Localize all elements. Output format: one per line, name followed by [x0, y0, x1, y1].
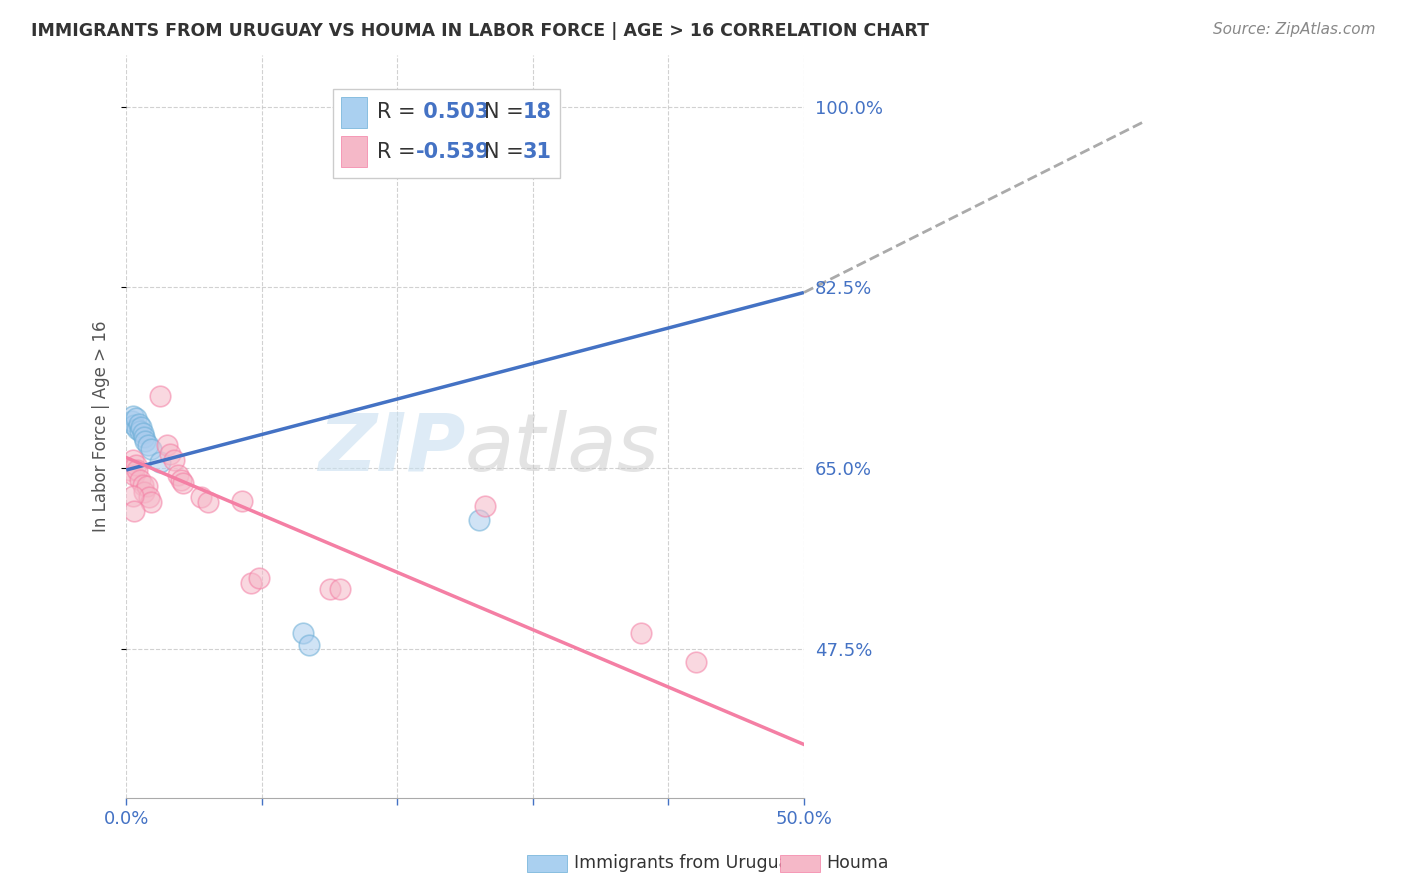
FancyBboxPatch shape	[342, 96, 367, 128]
Text: Source: ZipAtlas.com: Source: ZipAtlas.com	[1212, 22, 1375, 37]
Point	[129, 419, 152, 434]
Point	[136, 438, 159, 452]
Point	[125, 458, 148, 472]
Point	[125, 411, 148, 425]
Text: Immigrants from Uruguay: Immigrants from Uruguay	[574, 855, 799, 872]
Point	[240, 576, 263, 591]
Point	[127, 422, 149, 436]
Point	[134, 434, 156, 448]
Point	[124, 417, 146, 432]
Point	[291, 626, 314, 640]
Point	[318, 582, 340, 596]
Point	[474, 499, 496, 513]
Point	[124, 504, 146, 518]
Point	[139, 495, 162, 509]
Point	[172, 476, 194, 491]
Text: atlas: atlas	[465, 410, 659, 488]
Point	[166, 468, 188, 483]
Point	[163, 452, 186, 467]
Point	[685, 655, 707, 669]
Point	[120, 463, 142, 477]
Point	[122, 409, 145, 424]
Text: 18: 18	[523, 103, 551, 122]
Point	[122, 452, 145, 467]
Point	[231, 494, 253, 508]
Point	[149, 389, 172, 403]
Point	[122, 489, 145, 503]
Text: 0.503: 0.503	[416, 103, 489, 122]
Point	[135, 479, 157, 493]
Point	[139, 442, 162, 457]
Point	[247, 571, 270, 585]
Text: Houma: Houma	[827, 855, 889, 872]
Point	[190, 490, 212, 504]
FancyBboxPatch shape	[342, 136, 367, 168]
Point	[131, 425, 153, 440]
Point	[131, 478, 153, 492]
Point	[169, 473, 191, 487]
Point	[329, 582, 352, 596]
Point	[467, 512, 489, 526]
FancyBboxPatch shape	[333, 88, 560, 178]
Point	[159, 448, 181, 462]
Point	[128, 424, 150, 438]
Point	[197, 495, 219, 509]
Point	[127, 463, 149, 477]
Text: N =: N =	[484, 103, 530, 122]
Point	[132, 484, 155, 499]
Point	[128, 417, 150, 431]
Point	[128, 473, 150, 487]
Point	[630, 626, 652, 640]
Text: -0.539: -0.539	[416, 142, 491, 161]
Text: R =: R =	[377, 103, 422, 122]
Point	[156, 438, 179, 452]
Text: N =: N =	[484, 142, 530, 161]
Point	[138, 490, 160, 504]
Text: IMMIGRANTS FROM URUGUAY VS HOUMA IN LABOR FORCE | AGE > 16 CORRELATION CHART: IMMIGRANTS FROM URUGUAY VS HOUMA IN LABO…	[31, 22, 929, 40]
Text: R =: R =	[377, 142, 422, 161]
Point	[132, 430, 155, 444]
Point	[149, 455, 172, 469]
Y-axis label: In Labor Force | Age > 16: In Labor Force | Age > 16	[93, 321, 110, 533]
Point	[298, 639, 321, 653]
Point	[121, 415, 143, 429]
Point	[124, 468, 146, 483]
Text: ZIP: ZIP	[318, 410, 465, 488]
Point	[1036, 100, 1059, 114]
Text: 31: 31	[523, 142, 551, 161]
